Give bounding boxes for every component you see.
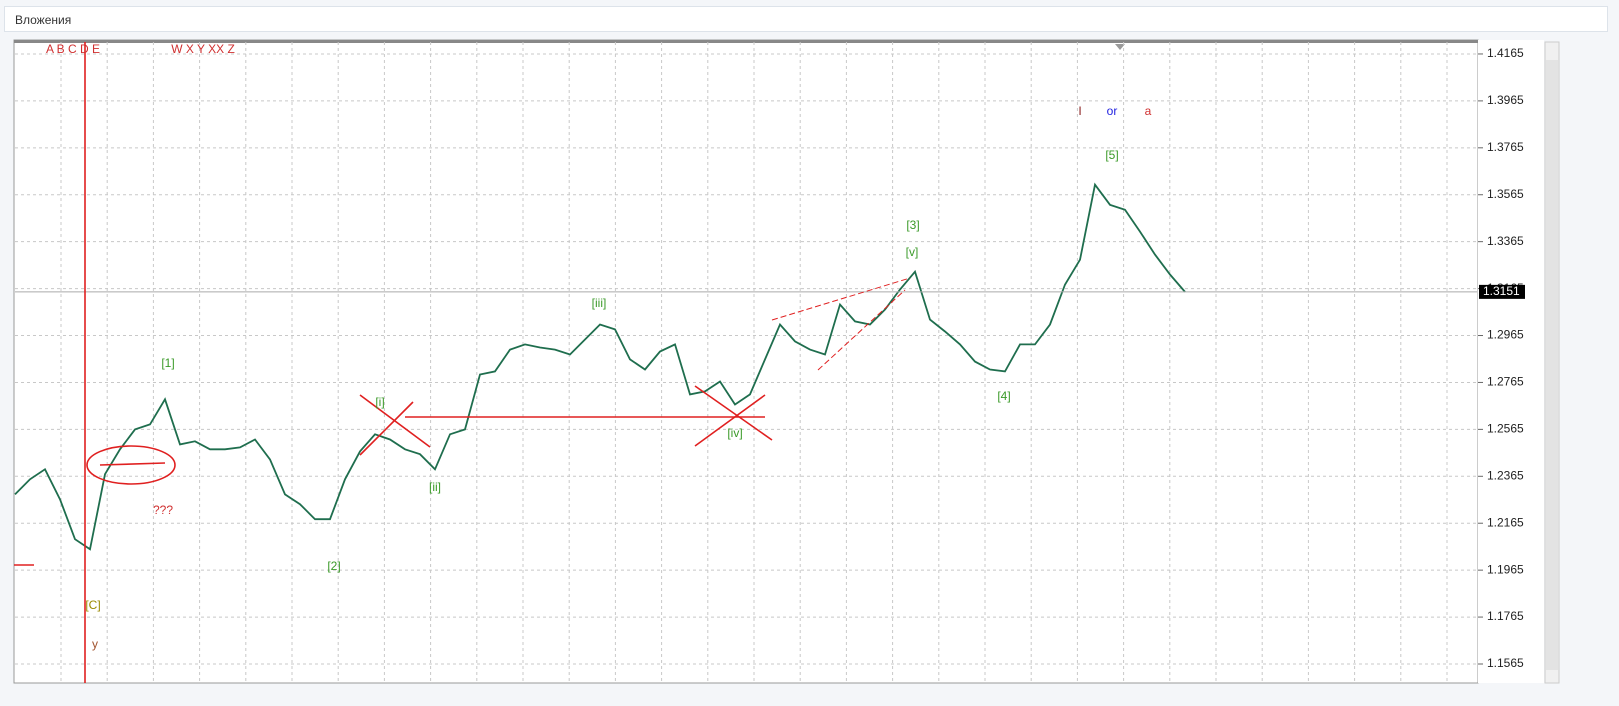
y-tick-label: 1.3565 [1487, 187, 1524, 201]
ellipse [86, 445, 176, 485]
wave-label: [4] [997, 389, 1010, 403]
y-tick-label: 1.3765 [1487, 140, 1524, 154]
wave-label: [v] [906, 245, 919, 259]
wave-label: [C] [85, 598, 100, 612]
y-tick-label: 1.2165 [1487, 515, 1524, 529]
wave-label: [iv] [727, 426, 742, 440]
trend-line [99, 462, 166, 466]
wave-label: [2] [327, 559, 340, 573]
price-line [14, 182, 1186, 551]
wave-label: or [1107, 104, 1118, 118]
wave-label: y [92, 637, 98, 651]
shift-marker [1115, 44, 1125, 50]
wave-label: I [1078, 104, 1081, 118]
y-tick-label: 1.3365 [1487, 234, 1524, 248]
wave-label: [ii] [429, 480, 441, 494]
current-price-label: 1.3151 [1483, 284, 1520, 298]
cross-line [694, 385, 773, 441]
cross-line [694, 394, 766, 447]
wave-label: W X Y XX Z [171, 42, 235, 56]
drawings [14, 42, 911, 683]
plot-top-bar [14, 40, 1478, 43]
y-tick-label: 1.2565 [1487, 422, 1524, 436]
y-tick-label: 1.1565 [1487, 656, 1524, 670]
current-price-box [1479, 284, 1525, 299]
y-tick-label: 1.2765 [1487, 375, 1524, 389]
y-tick-label: 1.2365 [1487, 468, 1524, 482]
wave-label: [iii] [592, 296, 607, 310]
y-tick-label: 1.1765 [1487, 609, 1524, 623]
wave-label: [3] [906, 218, 919, 232]
wave-label: [i] [375, 395, 384, 409]
price-axis [1478, 40, 1544, 683]
cross-line [359, 401, 414, 456]
y-tick-label: 1.2965 [1487, 328, 1524, 342]
wave-label: [1] [161, 356, 174, 370]
scroll-thumb[interactable] [1546, 60, 1558, 670]
y-tick-label: 1.3965 [1487, 93, 1524, 107]
y-tick-label: 1.1965 [1487, 562, 1524, 576]
wedge-line [771, 277, 911, 321]
y-tick-label: 1.4165 [1487, 46, 1524, 60]
plot-frame [13, 39, 1479, 684]
window-title: Вложения [4, 6, 1608, 32]
wave-label: A B C D E [46, 42, 100, 56]
wedge-line [817, 289, 906, 371]
wave-label: [5] [1105, 148, 1118, 162]
wave-label: a [1145, 104, 1152, 118]
wave-label: ??? [153, 503, 173, 517]
